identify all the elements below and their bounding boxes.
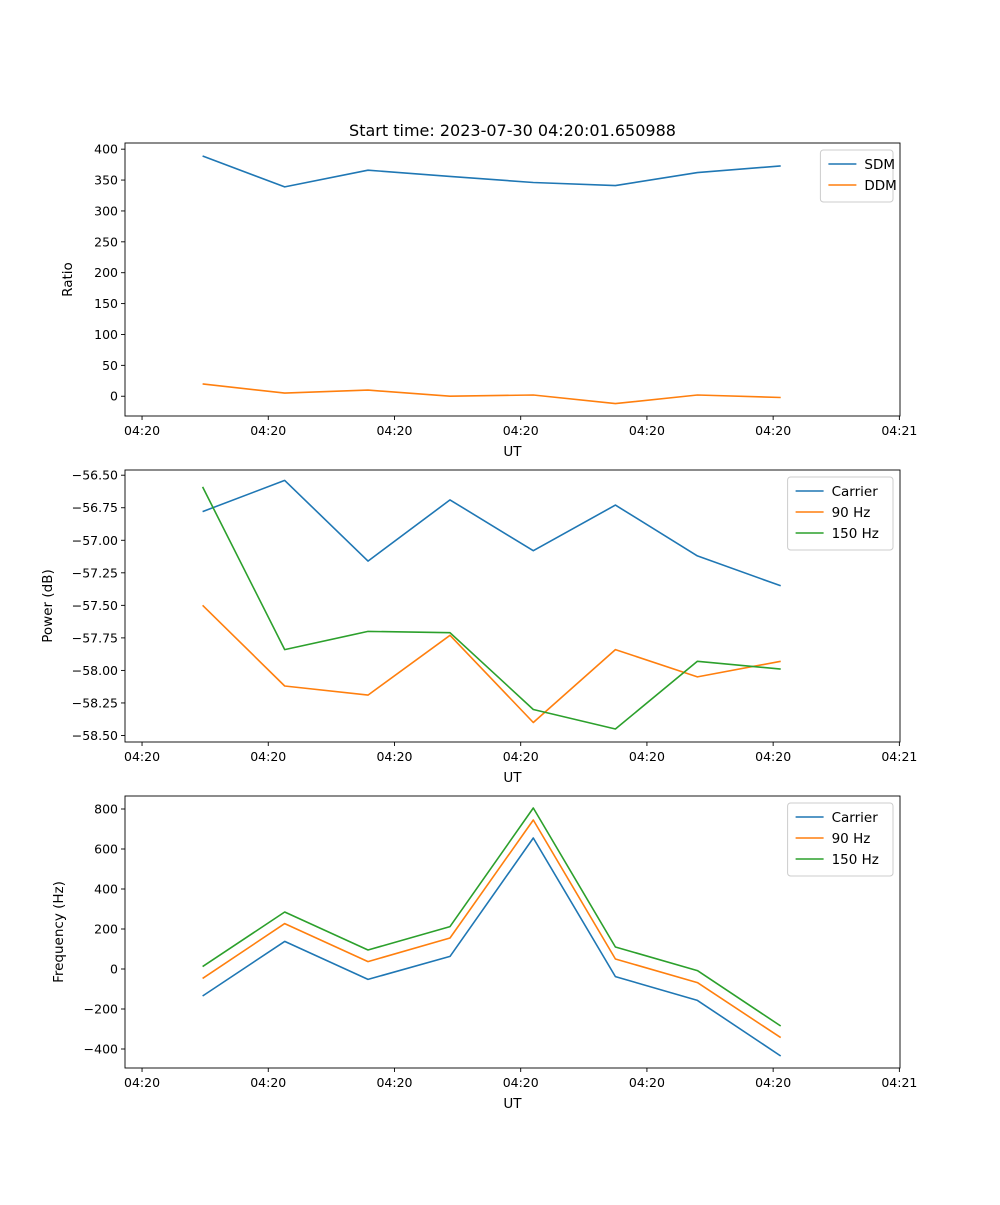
plot-frame: [124, 795, 901, 1069]
x-tick-label: 04:20: [250, 1075, 286, 1090]
y-tick-label: −57.50: [72, 598, 118, 613]
x-tick-label: 04:20: [503, 749, 539, 764]
y-tick-label: 0: [110, 389, 118, 404]
x-tick-label: 04:20: [629, 1075, 665, 1090]
subplot-3: 04:20 04:20 04:20 04:20 04:20 04:20 04:21 −400 −…: [51, 795, 917, 1112]
legend-box: [787, 476, 894, 551]
x-tick-label: 04:20: [376, 749, 412, 764]
y-tick-label: −57.25: [72, 565, 118, 580]
x-axis-label: UT: [503, 770, 522, 786]
x-tick-label: 04:20: [250, 423, 286, 438]
x-tick-label: 04:20: [250, 749, 286, 764]
y-tick-label: 0: [110, 962, 118, 977]
x-tick-label: 04:20: [503, 423, 539, 438]
x-tick-label: 04:20: [755, 749, 791, 764]
x-tick-label: 04:20: [124, 1075, 160, 1090]
x-tick-label: 04:21: [881, 423, 917, 438]
y-tick-label: 600: [94, 842, 118, 857]
x-axis-label: UT: [503, 1096, 522, 1112]
y-axis-label: Frequency (Hz): [51, 881, 67, 983]
legend-label: 150 Hz: [832, 852, 879, 868]
legend-label: SDM: [864, 157, 895, 173]
subplot-2: 04:20 04:20 04:20 04:20 04:20 04:20 04:21 −58.5…: [40, 468, 917, 786]
series-line-ddm: [202, 383, 781, 405]
x-tick-label: 04:20: [755, 423, 791, 438]
series-line-150-hz: [201, 486, 781, 730]
y-tick-label: −57.00: [72, 533, 118, 548]
y-tick-label: 400: [94, 142, 118, 157]
legend: Carrier 90 Hz 150 Hz: [787, 802, 894, 877]
x-tick-label: 04:20: [376, 423, 412, 438]
series-line-carrier: [202, 837, 782, 1057]
legend-box: [787, 802, 894, 877]
y-tick-label: 200: [94, 922, 118, 937]
series-line-sdm: [202, 155, 781, 188]
plot-frame: [124, 469, 901, 743]
legend: SDM DDM: [819, 149, 897, 203]
x-axis-label: UT: [503, 444, 522, 460]
y-axis-label: Ratio: [60, 262, 76, 297]
y-tick-label: −56.75: [72, 500, 118, 515]
y-tick-label: 200: [94, 265, 118, 280]
y-tick-label: −58.25: [72, 695, 118, 710]
x-tick-label: 04:20: [629, 423, 665, 438]
y-tick-label: −200: [84, 1002, 118, 1017]
y-axis-label: Power (dB): [40, 569, 56, 642]
y-tick-label: −58.50: [72, 728, 118, 743]
x-tick-label: 04:20: [376, 1075, 412, 1090]
y-tick-label: 150: [94, 296, 118, 311]
chart-title: Start time: 2023-07-30 04:20:01.650988: [349, 121, 676, 140]
y-tick-label: −400: [84, 1042, 118, 1057]
legend-label: Carrier: [832, 810, 879, 826]
series-line-150-hz: [202, 807, 782, 1027]
y-tick-label: 250: [94, 234, 118, 249]
y-tick-label: 400: [94, 882, 118, 897]
x-tick-label: 04:20: [503, 1075, 539, 1090]
legend-label: 90 Hz: [832, 505, 871, 521]
series-line-90-hz: [202, 819, 782, 1039]
x-tick-label: 04:20: [755, 1075, 791, 1090]
plot-frame: [124, 142, 901, 417]
y-tick-label: 50: [102, 358, 118, 373]
y-tick-label: −56.50: [72, 468, 118, 483]
subplot-1: Start time: 2023-07-30 04:20:01.65098804…: [60, 121, 917, 460]
legend-label: 150 Hz: [832, 526, 879, 542]
x-tick-label: 04:21: [881, 749, 917, 764]
legend-label: 90 Hz: [832, 831, 871, 847]
x-tick-label: 04:20: [124, 749, 160, 764]
x-tick-label: 04:20: [629, 749, 665, 764]
x-tick-label: 04:21: [881, 1075, 917, 1090]
y-tick-label: 350: [94, 173, 118, 188]
legend: Carrier 90 Hz 150 Hz: [787, 476, 894, 551]
legend-label: DDM: [864, 178, 896, 194]
y-tick-label: 100: [94, 327, 118, 342]
y-tick-label: −58.00: [72, 663, 118, 678]
y-tick-label: 800: [94, 802, 118, 817]
y-tick-label: −57.75: [72, 630, 118, 645]
legend-box: [819, 149, 894, 203]
y-tick-label: 300: [94, 203, 118, 218]
series-line-carrier: [202, 479, 781, 587]
x-tick-label: 04:20: [124, 423, 160, 438]
legend-label: Carrier: [832, 484, 879, 500]
